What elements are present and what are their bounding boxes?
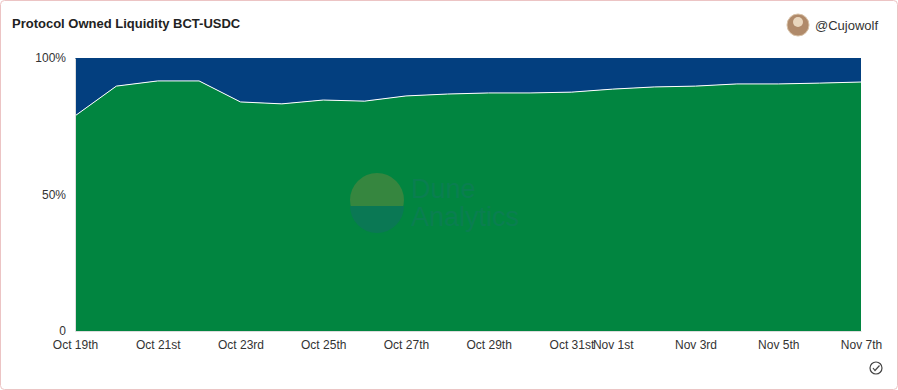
marks [75, 58, 861, 331]
card-frame [1, 1, 898, 390]
watermark-word: Dune [411, 174, 476, 204]
x-tick: Nov 7th [841, 331, 882, 352]
series-boundary [75, 81, 861, 116]
y-tick: 0 [59, 324, 75, 338]
y-tick-label: 50% [42, 188, 66, 202]
author-avatar-face [793, 17, 803, 27]
x-tick-label: Oct 21st [136, 338, 181, 352]
watermark-word: Analytics [411, 202, 519, 232]
x-tick-label: Nov 7th [841, 338, 882, 352]
title: Protocol Owned Liquidity BCT-USDC [12, 16, 241, 31]
x-tick-label: Oct 19th [53, 338, 98, 352]
x-tick-label: Nov 1st [593, 338, 634, 352]
author: @Cujowolf [815, 18, 878, 33]
x-axis-line [76, 331, 862, 332]
series-area [75, 81, 861, 331]
check-circle [870, 362, 882, 374]
x-tick: Nov 1st [593, 331, 634, 352]
x-tick-label: Oct 27th [384, 338, 429, 352]
y-axis-line [75, 59, 76, 332]
watermark-text: DuneAnalytics [411, 174, 519, 232]
x-tick: Nov 3rd [675, 331, 717, 352]
y-tick-label: 0 [59, 324, 66, 338]
x-tick: Oct 23rd [218, 331, 264, 352]
y-tick: 100% [35, 51, 75, 65]
x-tick-label: Oct 31st [550, 338, 595, 352]
x-tick-label: Oct 29th [467, 338, 512, 352]
author-avatar [787, 14, 809, 36]
check-mark [873, 366, 880, 371]
x-tick-label: Oct 25th [301, 338, 346, 352]
x-tick-label: Nov 5th [758, 338, 799, 352]
x-tick: Oct 31st [550, 331, 595, 352]
x-tick: Oct 27th [384, 331, 429, 352]
x-tick-label: Oct 23rd [218, 338, 264, 352]
y-axis: 0 50% 100% [35, 51, 75, 338]
x-tick: Oct 25th [301, 331, 346, 352]
x-tick: Oct 19th [53, 331, 98, 352]
watermark: DuneAnalytics [350, 173, 519, 233]
x-tick-label: Nov 3rd [675, 338, 717, 352]
x-tick: Nov 5th [758, 331, 799, 352]
x-axis: Oct 19th Oct 21st Oct 23rd Oct 25th Oct 27th… [53, 331, 882, 352]
chart: Protocol Owned Liquidity BCT-USDC @Cujowo… [0, 0, 898, 390]
plot: DuneAnalytics050%100%Oct 19thOct 21stOct… [35, 51, 882, 351]
watermark-logo-part [350, 206, 404, 233]
series-area [75, 58, 861, 116]
y-tick: 50% [42, 188, 75, 202]
x-tick: Oct 29th [467, 331, 512, 352]
check-icon [870, 362, 882, 374]
y-tick-label: 100% [35, 51, 66, 65]
x-tick: Oct 21st [136, 331, 181, 352]
